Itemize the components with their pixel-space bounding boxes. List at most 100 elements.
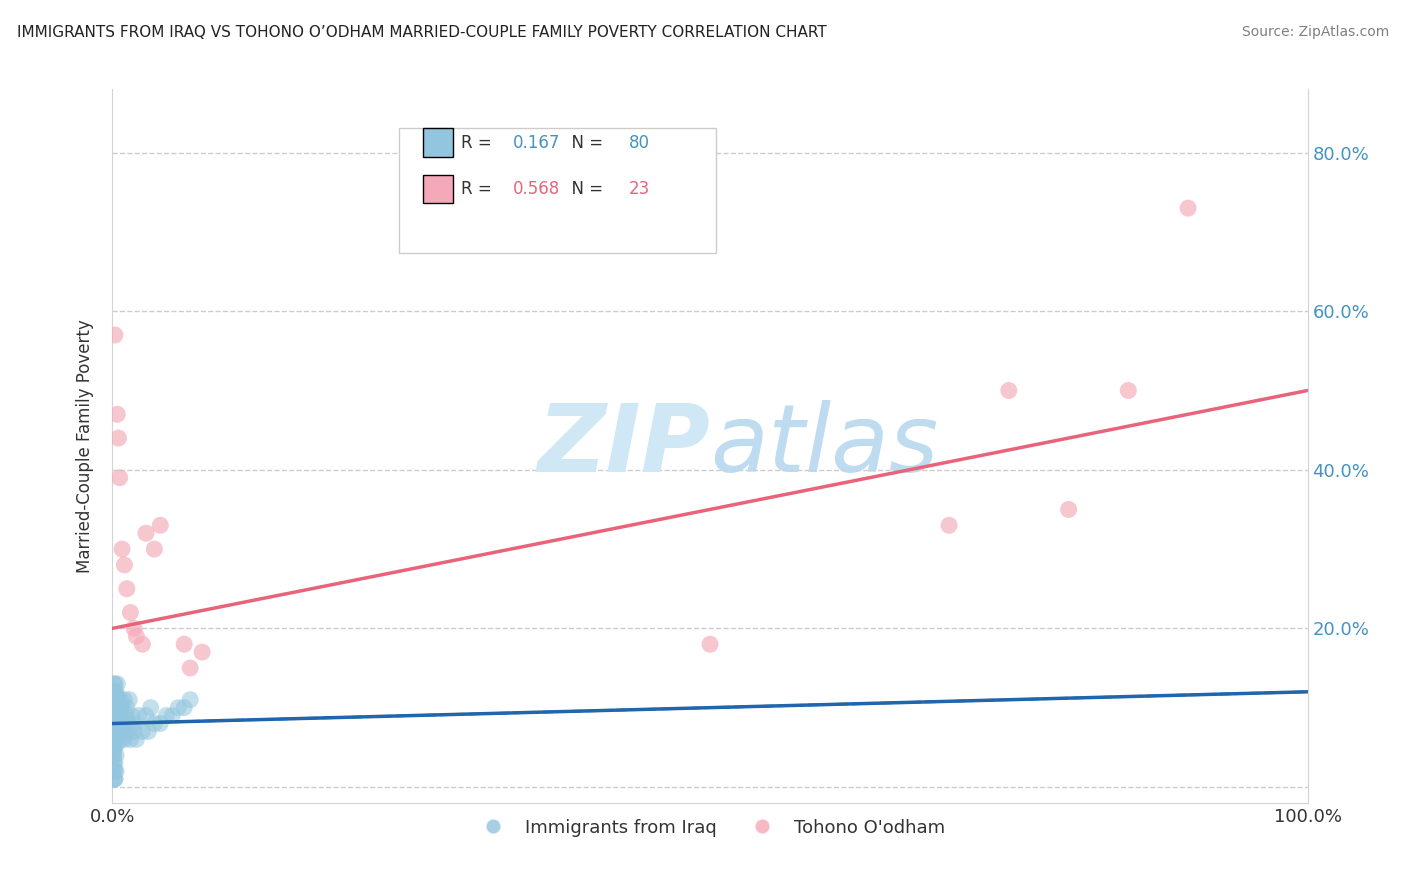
Point bbox=[104, 685, 127, 699]
Text: atlas: atlas bbox=[710, 401, 938, 491]
Point bbox=[135, 526, 157, 541]
Point bbox=[121, 708, 143, 723]
Point bbox=[162, 708, 183, 723]
Point bbox=[149, 518, 172, 533]
Point bbox=[104, 692, 127, 706]
Point bbox=[131, 724, 153, 739]
Point bbox=[103, 692, 125, 706]
Point bbox=[128, 708, 150, 723]
Point bbox=[107, 431, 129, 445]
Point bbox=[104, 732, 127, 747]
Point bbox=[104, 708, 127, 723]
Point bbox=[1057, 502, 1080, 516]
Point bbox=[115, 582, 138, 596]
Point bbox=[104, 328, 127, 343]
Point bbox=[103, 724, 125, 739]
Point bbox=[1118, 384, 1140, 398]
Point bbox=[998, 384, 1021, 398]
Point bbox=[104, 724, 127, 739]
Point bbox=[104, 740, 127, 755]
Text: R =: R = bbox=[461, 134, 498, 152]
Point bbox=[107, 724, 129, 739]
Point bbox=[103, 756, 125, 771]
FancyBboxPatch shape bbox=[399, 128, 716, 253]
Point bbox=[104, 740, 127, 755]
Point bbox=[143, 716, 166, 731]
Point bbox=[108, 732, 131, 747]
Point bbox=[103, 732, 125, 747]
Text: ZIP: ZIP bbox=[537, 400, 710, 492]
Point bbox=[104, 677, 127, 691]
Point bbox=[167, 700, 190, 714]
Point bbox=[114, 692, 135, 706]
Point bbox=[104, 700, 127, 714]
Text: 23: 23 bbox=[628, 180, 650, 198]
Point bbox=[938, 518, 960, 533]
Point bbox=[120, 732, 142, 747]
Point bbox=[103, 700, 125, 714]
Text: N =: N = bbox=[561, 180, 607, 198]
Point bbox=[104, 756, 127, 771]
Point bbox=[103, 748, 125, 763]
Point bbox=[115, 724, 138, 739]
Point bbox=[104, 716, 127, 731]
Point bbox=[110, 724, 132, 739]
Point bbox=[135, 708, 157, 723]
Point bbox=[111, 700, 134, 714]
Point bbox=[149, 716, 172, 731]
FancyBboxPatch shape bbox=[423, 128, 453, 157]
Point bbox=[108, 700, 131, 714]
Point bbox=[122, 724, 145, 739]
Point bbox=[114, 732, 135, 747]
Point bbox=[105, 677, 128, 691]
FancyBboxPatch shape bbox=[423, 175, 453, 203]
Point bbox=[103, 716, 125, 731]
Point bbox=[699, 637, 721, 651]
Point bbox=[138, 724, 160, 739]
Point bbox=[104, 772, 127, 786]
Point bbox=[179, 692, 201, 706]
Point bbox=[179, 661, 201, 675]
Point bbox=[118, 692, 141, 706]
Point bbox=[111, 542, 134, 557]
Point bbox=[105, 708, 128, 723]
Point bbox=[125, 629, 148, 643]
Point bbox=[155, 708, 177, 723]
Point bbox=[122, 716, 145, 731]
Text: 0.568: 0.568 bbox=[513, 180, 560, 198]
Point bbox=[105, 748, 128, 763]
Point bbox=[105, 685, 128, 699]
Point bbox=[117, 716, 139, 731]
Text: R =: R = bbox=[461, 180, 498, 198]
Point bbox=[105, 716, 128, 731]
Point bbox=[114, 708, 136, 723]
Text: 0.167: 0.167 bbox=[513, 134, 560, 152]
Point bbox=[173, 637, 195, 651]
Text: Source: ZipAtlas.com: Source: ZipAtlas.com bbox=[1241, 25, 1389, 39]
Point bbox=[105, 764, 128, 778]
Text: 80: 80 bbox=[628, 134, 650, 152]
Point bbox=[105, 724, 128, 739]
Point bbox=[110, 716, 132, 731]
Point bbox=[105, 708, 128, 723]
Point bbox=[191, 645, 214, 659]
Point bbox=[131, 637, 153, 651]
Point bbox=[114, 558, 135, 572]
Point bbox=[173, 700, 195, 714]
Point bbox=[103, 677, 125, 691]
Point bbox=[103, 708, 125, 723]
Point bbox=[1177, 201, 1199, 215]
Point bbox=[104, 764, 127, 778]
Point bbox=[139, 700, 162, 714]
Point bbox=[112, 716, 135, 731]
Point bbox=[104, 772, 127, 786]
Point bbox=[125, 732, 148, 747]
Point bbox=[105, 716, 128, 731]
Point bbox=[110, 692, 132, 706]
Point bbox=[105, 407, 128, 421]
Point bbox=[108, 471, 131, 485]
Point bbox=[103, 772, 125, 786]
Point bbox=[107, 716, 129, 731]
Point bbox=[105, 700, 128, 714]
Point bbox=[105, 724, 128, 739]
